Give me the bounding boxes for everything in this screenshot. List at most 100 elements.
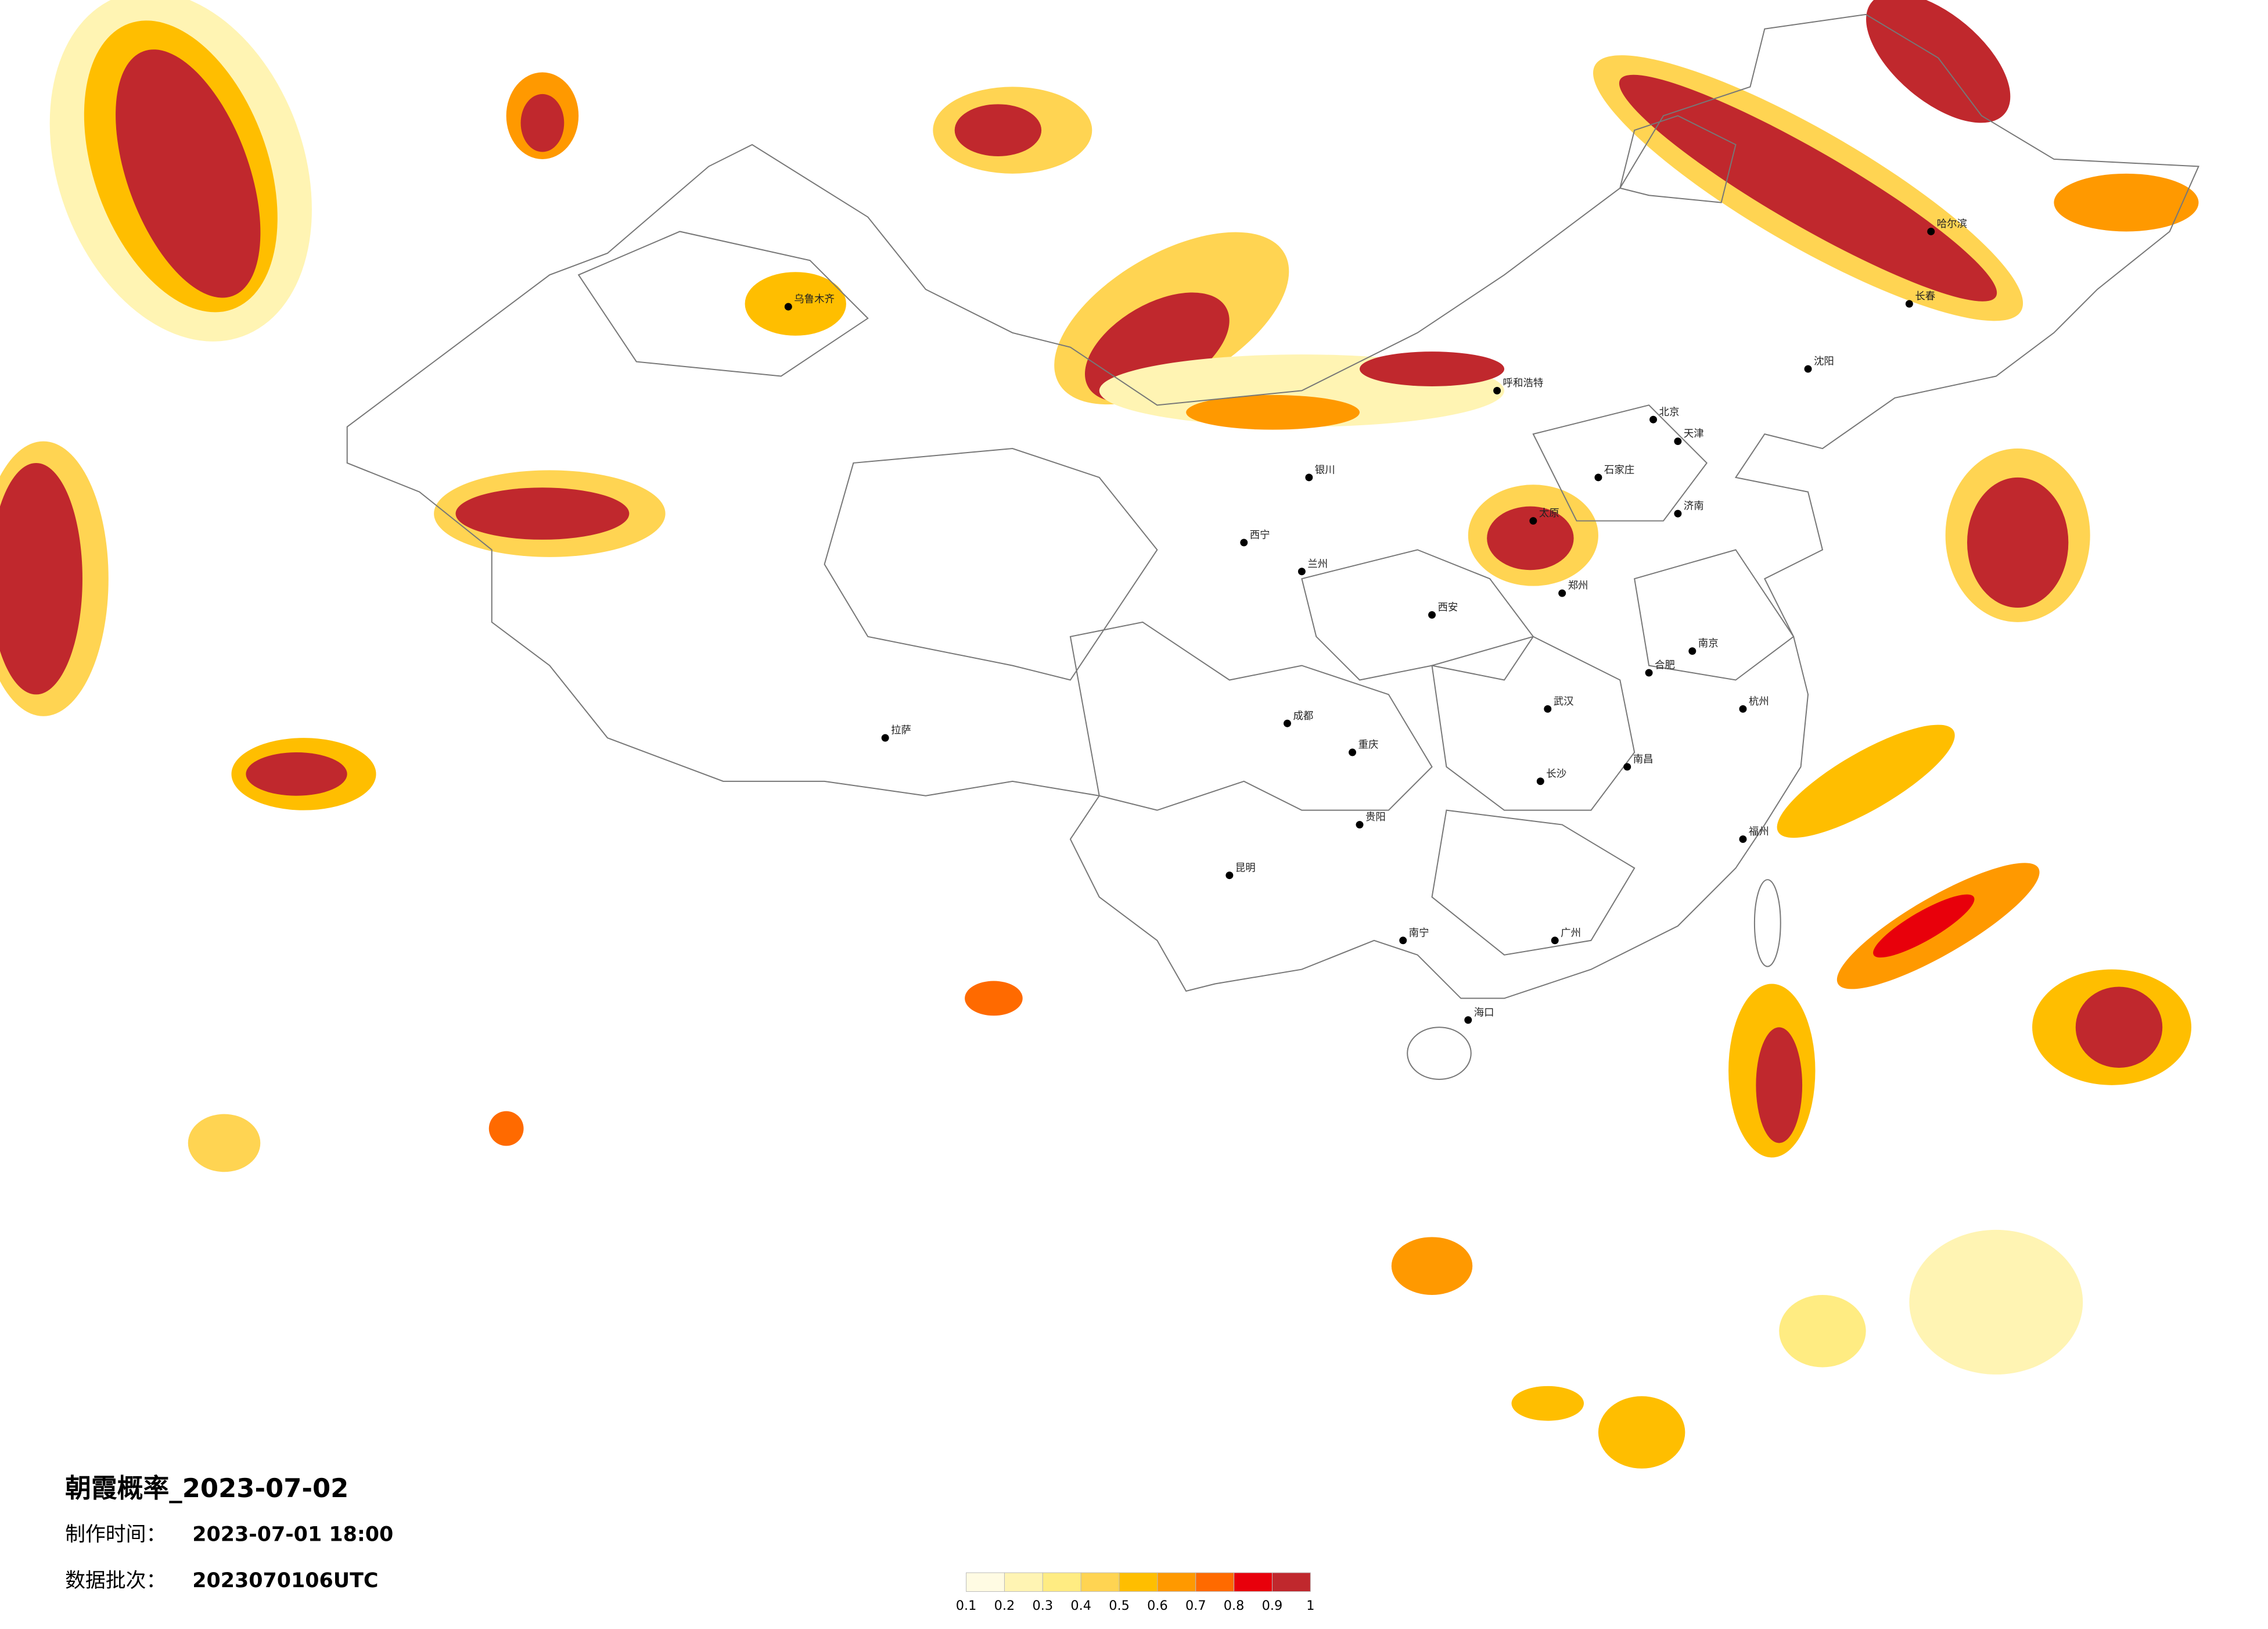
map-title: 朝霞概率_2023-07-02 xyxy=(65,1473,348,1504)
legend-tick-label: 0.4 xyxy=(1070,1598,1091,1613)
legend-tick-label: 0.8 xyxy=(1224,1598,1245,1613)
probability-patch xyxy=(965,981,1023,1016)
city-label: 合肥 xyxy=(1655,660,1675,672)
city-dot xyxy=(1623,763,1631,771)
city-dot xyxy=(1428,611,1436,619)
city-dot xyxy=(784,303,792,311)
city-label: 昆明 xyxy=(1235,862,1256,874)
probability-patch xyxy=(1873,894,1975,958)
legend-tick-label: 0.6 xyxy=(1147,1598,1168,1613)
city-label: 太原 xyxy=(1539,508,1559,519)
probability-field xyxy=(0,0,2199,1469)
city-label: 福州 xyxy=(1749,826,1769,838)
probability-patch xyxy=(1186,394,1360,430)
legend-tick-label: 0.1 xyxy=(956,1598,977,1613)
city-dot xyxy=(1674,437,1682,446)
legend-swatch xyxy=(1080,1572,1120,1592)
legend-swatch xyxy=(966,1572,1005,1592)
probability-patch xyxy=(2075,986,2163,1068)
legend-swatch xyxy=(1042,1572,1081,1592)
probability-patch xyxy=(1777,724,1955,838)
probability-patch xyxy=(488,1111,524,1146)
probability-patch xyxy=(954,104,1042,156)
city-label: 重庆 xyxy=(1358,740,1379,751)
city-dot xyxy=(1645,669,1653,677)
probability-patch xyxy=(520,94,565,152)
city-dot xyxy=(1464,1016,1472,1024)
city-dot xyxy=(1297,568,1306,576)
city-dot xyxy=(1594,473,1602,482)
probability-patch xyxy=(188,1114,261,1172)
probability-patch xyxy=(1967,477,2069,608)
probability-patch xyxy=(116,49,261,298)
city-dot xyxy=(1349,748,1357,756)
city-label: 北京 xyxy=(1659,407,1680,418)
city-label: 广州 xyxy=(1561,927,1581,939)
city-label: 哈尔滨 xyxy=(1937,218,1967,230)
probability-patch xyxy=(745,272,846,336)
city-dot xyxy=(1551,937,1559,945)
city-label: 西安 xyxy=(1437,602,1458,613)
city-dot xyxy=(881,734,889,742)
city-dot xyxy=(1688,647,1696,655)
city-dot xyxy=(1558,589,1566,597)
city-label: 贵阳 xyxy=(1365,812,1386,823)
city-label: 拉萨 xyxy=(891,725,911,737)
city-label: 南京 xyxy=(1698,638,1719,650)
probability-patch xyxy=(2054,173,2199,232)
legend-swatch xyxy=(1195,1572,1235,1592)
city-label: 成都 xyxy=(1293,711,1313,722)
probability-patch xyxy=(1360,351,1505,386)
city-dot xyxy=(1649,415,1658,424)
city-label: 南昌 xyxy=(1633,753,1654,765)
city-label: 天津 xyxy=(1684,428,1704,440)
probability-patch xyxy=(1779,1294,1866,1368)
city-dot xyxy=(1905,300,1913,308)
legend-swatch xyxy=(1271,1572,1311,1592)
legend-swatch xyxy=(1157,1572,1196,1592)
city-dot xyxy=(1544,705,1552,713)
info-value: 2023070106UTC xyxy=(192,1569,378,1592)
city-label: 海口 xyxy=(1474,1007,1494,1018)
city-dot xyxy=(1927,227,1935,235)
color-legend: 0.1 0.2 0.3 0.4 0.5 0.6 0.7 0.8 0.9 1 xyxy=(956,1572,1314,1613)
probability-patch xyxy=(1487,506,1574,570)
city-dot xyxy=(1225,871,1234,880)
city-dot xyxy=(1493,386,1501,394)
city-dot xyxy=(1529,517,1537,525)
legend-tick-label: 1 xyxy=(1306,1598,1314,1613)
info-label: 制作时间： xyxy=(65,1523,166,1546)
city-label: 乌鲁木齐 xyxy=(794,294,835,306)
probability-patch xyxy=(1756,1027,1803,1143)
city-label: 西宁 xyxy=(1250,529,1270,541)
city-label: 郑州 xyxy=(1568,580,1588,592)
city-label: 杭州 xyxy=(1749,696,1769,708)
city-dot xyxy=(1674,509,1682,518)
city-label: 武汉 xyxy=(1554,696,1574,708)
legend-tick-label: 0.3 xyxy=(1033,1598,1054,1613)
info-label: 数据批次： xyxy=(65,1569,166,1592)
city-dot xyxy=(1356,821,1364,829)
city-label: 石家庄 xyxy=(1604,464,1634,476)
city-dot xyxy=(1284,719,1291,727)
probability-patch xyxy=(0,463,82,695)
probability-patch xyxy=(1511,1386,1584,1421)
info-value: 2023-07-01 18:00 xyxy=(192,1523,393,1546)
legend-tick-label: 0.9 xyxy=(1262,1598,1283,1613)
legend-swatch xyxy=(1004,1572,1043,1592)
legend-swatch xyxy=(1234,1572,1273,1592)
city-label: 沈阳 xyxy=(1814,356,1834,368)
probability-patch xyxy=(1619,74,1997,302)
city-dot xyxy=(1240,539,1248,547)
probability-patch xyxy=(1909,1229,2083,1375)
city-dot xyxy=(1399,937,1407,945)
legend-tick-label: 0.5 xyxy=(1109,1598,1130,1613)
city-dot xyxy=(1739,835,1747,843)
probability-patch xyxy=(1598,1396,1685,1469)
city-dot xyxy=(1739,705,1747,713)
city-label: 南宁 xyxy=(1409,927,1429,939)
legend-tick-label: 0.2 xyxy=(994,1598,1015,1613)
